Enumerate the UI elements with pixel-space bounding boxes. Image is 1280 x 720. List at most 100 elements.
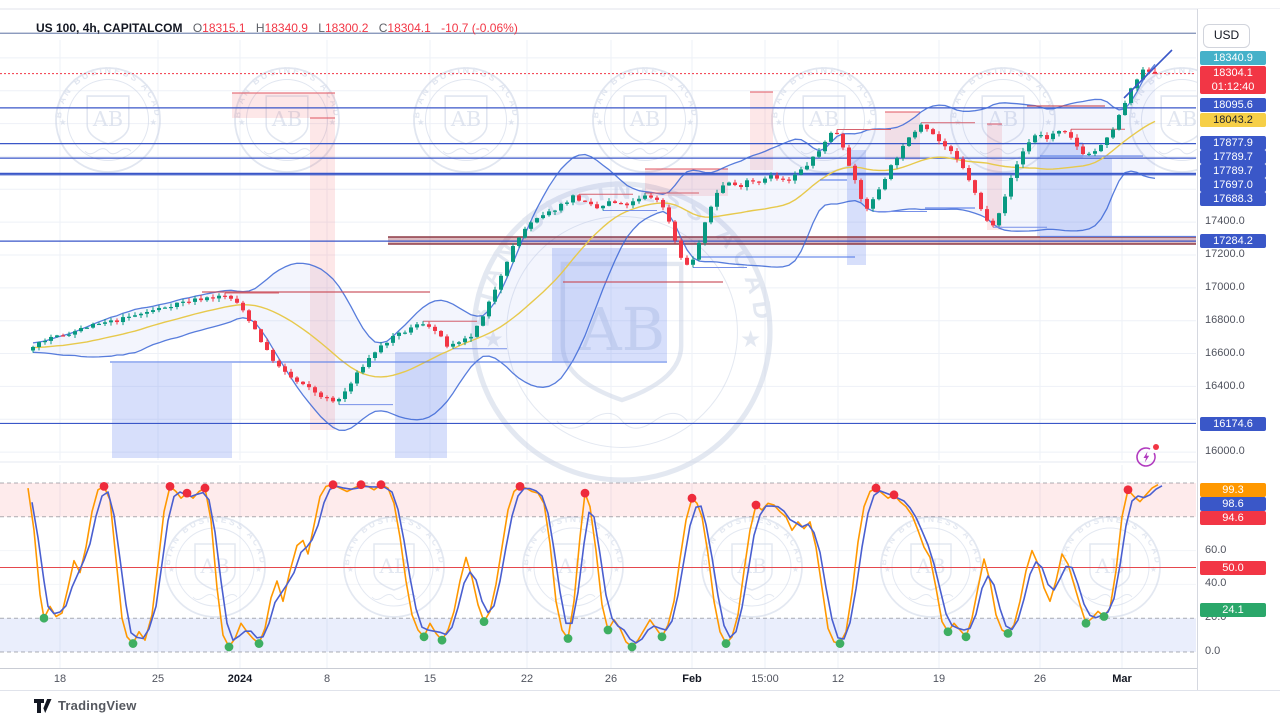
price-label: 50.0 (1200, 561, 1266, 575)
grid-layer (0, 40, 1196, 668)
demand-zone[interactable] (395, 352, 447, 458)
oversold-marker (961, 632, 971, 642)
oversold-marker (835, 639, 845, 648)
oversold-marker (479, 617, 489, 626)
time-label: Mar (1112, 673, 1132, 685)
svg-text:★: ★ (1133, 117, 1140, 127)
price-label: 17877.9 (1200, 136, 1266, 150)
time-scale[interactable]: 18 25 2024 8 15 22 26 Feb 15:00 12 19 26 Mar (0, 668, 1197, 691)
bollinger-upper-band (32, 63, 1156, 344)
oversold-marker (1003, 629, 1013, 638)
main-pane[interactable] (0, 49, 1196, 458)
overbought-marker (1123, 485, 1133, 495)
trendline[interactable] (1123, 49, 1173, 99)
supply-zone[interactable] (987, 124, 1002, 230)
price-label: 98.6 (1200, 497, 1266, 511)
key-level-band[interactable] (388, 237, 1196, 244)
price-tick: 16400.0 (1205, 380, 1245, 392)
overbought-marker (687, 493, 697, 503)
svg-text:AB: AB (629, 107, 660, 131)
svg-text:★: ★ (347, 565, 354, 574)
oversold-marker (437, 635, 447, 645)
price-tick: 16000.0 (1205, 445, 1245, 457)
svg-text:★: ★ (954, 117, 961, 127)
overbought-zone (0, 483, 1196, 517)
svg-text:★: ★ (866, 117, 873, 127)
bollinger-basis-line (32, 120, 1156, 378)
overbought-marker (356, 480, 366, 490)
high-value: 18340.9 (264, 21, 308, 35)
time-label: 12 (831, 673, 845, 685)
oversold-marker (563, 634, 573, 643)
overbought-marker (99, 481, 109, 491)
price-scale[interactable]: 18200.017400.017200.017000.016800.016600… (1197, 9, 1280, 690)
supply-zone[interactable] (232, 93, 335, 118)
price-label: 17789.7 (1200, 150, 1266, 164)
svg-text:AB: AB (450, 107, 481, 131)
price-tick: 60.0 (1205, 544, 1227, 556)
supply-zone[interactable] (310, 118, 335, 430)
svg-text:★: ★ (329, 117, 336, 127)
symbol-header: US 100, 4h, CAPITALCOM O18315.1 H18340.9… (36, 21, 518, 35)
currency-button[interactable]: USD (1203, 24, 1250, 48)
svg-text:★: ★ (775, 117, 782, 127)
price-tick: 17200.0 (1205, 248, 1245, 260)
overbought-marker (328, 480, 338, 490)
demand-zone[interactable] (552, 248, 667, 361)
svg-text:AB: AB (736, 554, 766, 578)
oversold-marker (1081, 618, 1091, 628)
time-label: 26 (1033, 673, 1047, 685)
tradingview-logo[interactable]: TradingView (34, 698, 137, 713)
price-label: 17697.0 (1200, 178, 1266, 192)
oversold-marker (39, 613, 49, 623)
price-tick: 17000.0 (1205, 281, 1245, 293)
svg-text:★: ★ (792, 565, 799, 574)
svg-text:AB: AB (1166, 107, 1197, 131)
svg-text:AB: AB (578, 295, 665, 364)
low-label: L (318, 21, 325, 35)
svg-text:AB: AB (92, 107, 123, 131)
price-label: 18340.9 (1200, 51, 1266, 65)
svg-text:★: ★ (508, 117, 515, 127)
bollinger-lower-band (32, 170, 1156, 431)
close-label: C (378, 21, 388, 35)
demand-zone[interactable] (112, 363, 232, 458)
price-label: 18043.2 (1200, 113, 1266, 127)
open-label: O (192, 21, 203, 35)
time-label: 25 (151, 673, 165, 685)
price-label: 99.3 (1200, 483, 1266, 497)
brand-text: TradingView (58, 698, 137, 713)
svg-text:★: ★ (687, 117, 694, 127)
footer-bar: TradingView (0, 690, 1280, 720)
high-label: H (255, 21, 265, 35)
price-label: 16174.6 (1200, 417, 1266, 431)
price-tick: 40.0 (1205, 577, 1227, 589)
time-label: 15 (423, 673, 437, 685)
lightning-icon[interactable] (1134, 444, 1160, 470)
stoch-d-line (31, 485, 1163, 644)
svg-text:★: ★ (613, 565, 620, 574)
oversold-marker (419, 632, 429, 642)
notification-dot (1153, 444, 1159, 450)
svg-text:★: ★ (596, 117, 603, 127)
svg-text:★: ★ (238, 117, 245, 127)
last-price-label: 18304.1 01:12:40 (1200, 66, 1266, 94)
price-label: 24.1 (1200, 603, 1266, 617)
open-value: 18315.1 (202, 21, 246, 35)
stochastic-pane[interactable] (0, 480, 1196, 653)
overbought-marker (376, 480, 386, 490)
symbol-title[interactable]: US 100, 4h, CAPITALCOM (36, 21, 183, 35)
price-label: 17284.2 (1200, 234, 1266, 248)
oversold-marker (721, 639, 731, 648)
overbought-marker (515, 481, 525, 491)
price-label: 17789.7 (1200, 164, 1266, 178)
price-tick: 17400.0 (1205, 215, 1245, 227)
overbought-marker (889, 490, 899, 500)
svg-text:★: ★ (1150, 565, 1157, 574)
overbought-marker (751, 500, 761, 510)
svg-text:AB: AB (987, 107, 1018, 131)
bollinger-fill (33, 64, 1155, 431)
svg-text:★: ★ (417, 117, 424, 127)
structure-lines (110, 105, 1196, 406)
